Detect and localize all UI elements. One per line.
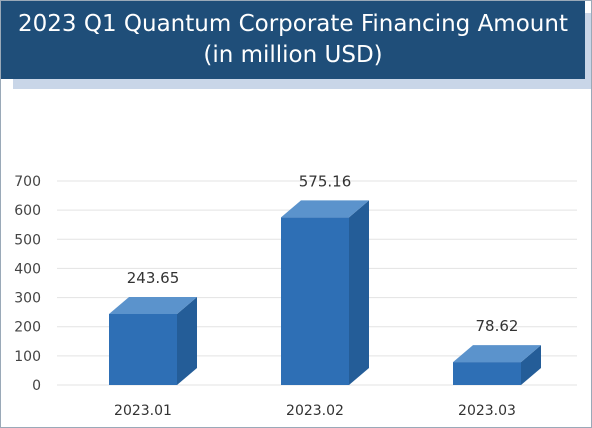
y-tick-label-600: 600 [14, 203, 41, 219]
bar-top-2023.01 [109, 296, 197, 314]
y-tick-label-300: 300 [14, 291, 41, 307]
data-label-2023.03: 78.62 [476, 317, 519, 335]
chart-title: 2023 Q1 Quantum Corporate Financing Amou… [1, 1, 585, 79]
chart-title-line-1: 2023 Q1 Quantum Corporate Financing Amou… [18, 11, 568, 37]
bar-2023.01 [109, 313, 177, 385]
bar-side-2023.01 [177, 296, 197, 385]
x-tick-label-2023.03: 2023.03 [458, 403, 516, 419]
data-label-2023.01: 243.65 [127, 269, 180, 287]
x-tick-label-2023.02: 2023.02 [286, 403, 344, 419]
chart-title-line-2: (in million USD) [203, 42, 383, 68]
bar-2023.02 [281, 217, 349, 385]
y-tick-label-400: 400 [14, 261, 41, 277]
x-tick-label-2023.01: 2023.01 [114, 403, 172, 419]
y-tick-label-100: 100 [14, 349, 41, 365]
y-tick-label-500: 500 [14, 232, 41, 248]
data-label-2023.02: 575.16 [299, 172, 352, 190]
bar-side-2023.02 [349, 200, 369, 385]
y-tick-label-200: 200 [14, 320, 41, 336]
bar-top-2023.03 [453, 345, 541, 363]
bar-2023.03 [453, 362, 521, 385]
bar-top-2023.02 [281, 200, 369, 218]
y-tick-label-0: 0 [32, 378, 41, 394]
y-tick-label-700: 700 [14, 174, 41, 190]
bar-side-2023.03 [521, 345, 541, 385]
